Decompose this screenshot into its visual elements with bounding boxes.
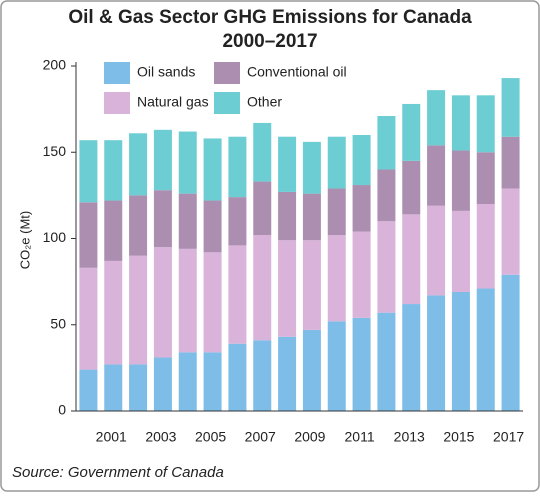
x-tick-label: 2005 [195,429,226,445]
bar-segment [476,288,495,411]
bar-segment [253,340,272,411]
x-tick-label: 2017 [493,429,524,445]
bar-segment [278,336,297,411]
x-tick-label: 2003 [145,429,176,445]
bar-segment [104,260,123,365]
chart-subtitle: 2000–2017 [222,31,317,52]
bar-segment [451,291,470,411]
bar-segment [476,204,495,289]
bar-segment [327,321,346,411]
bar-segment [302,329,321,411]
bar-segment [278,191,297,241]
bar-segment [203,352,222,411]
legend-label: Oil sands [137,64,195,80]
legend-label: Conventional oil [247,64,347,80]
y-tick-label: 150 [43,143,67,159]
bar-segment [377,116,396,170]
bar-segment [352,317,371,411]
bar-segment [79,369,98,411]
bar-segment [352,135,371,186]
bar-segment [501,78,520,137]
y-tick-label: 50 [50,315,66,331]
bar-segment [476,95,495,153]
legend-swatch [214,62,240,84]
bar-segment [427,295,446,411]
bar-segment [451,150,470,211]
legend-label: Natural gas [137,94,209,110]
chart-title: Oil & Gas Sector GHG Emissions for Canad… [68,7,472,28]
bar-segment [402,160,421,215]
y-tick-label: 0 [58,402,66,418]
bar-segment [203,252,222,353]
bar-segment [451,95,470,151]
bar-segment [501,274,520,411]
bar-segment [302,193,321,241]
x-tick-label: 2011 [345,429,375,445]
bar-segment [402,304,421,411]
bar-segment [352,231,371,318]
bar-segment [129,133,148,196]
bar-segment [302,141,321,194]
bar-segment [79,140,98,203]
x-tick-label: 2009 [294,429,325,445]
bar-segment [178,352,197,411]
legend-swatch [214,92,240,114]
bar-segment [352,185,371,232]
bar-segment [253,122,272,182]
bar-segment [104,140,123,201]
bar-segment [178,131,197,194]
bar-segment [302,240,321,330]
bar-segment [427,90,446,146]
bar-segment [228,245,247,344]
source: Source: Government of Canada [12,464,224,481]
bar-segment [476,152,495,204]
bar-segment [203,200,222,253]
y-tick-label: 100 [43,229,67,245]
legend-swatch [104,92,130,114]
legend-swatch [104,62,130,84]
bar-segment [278,240,297,337]
bar-segment [501,136,520,189]
bar-segment [153,357,172,411]
bar-segment [228,343,247,411]
bar-segment [153,247,172,358]
legend-label: Other [247,94,282,110]
bar-segment [79,267,98,370]
bar-segment [402,214,421,305]
bar-segment [129,364,148,411]
bar-segment [104,364,123,411]
bar-segment [203,138,222,201]
x-tick-label: 2007 [245,429,276,445]
bar-segment [402,103,421,161]
bar-segment [253,181,272,236]
bar-segment [501,188,520,275]
bar-segment [327,235,346,322]
bar-segment [228,197,247,246]
y-axis-label: CO₂e (Mt) [17,211,32,270]
bar-segment [129,255,148,365]
bar-segment [178,193,197,249]
bar-segment [327,188,346,236]
bar-segment [451,210,470,292]
bar-segment [153,129,172,191]
bar-segment [153,190,172,248]
bar-segment [327,136,346,189]
x-tick-label: 2001 [96,429,127,445]
bar-segment [377,169,396,222]
bar-segment [278,136,297,192]
x-tick-label: 2015 [443,429,474,445]
bar-segment [427,145,446,206]
bar-segment [377,312,396,411]
x-tick-label: 2013 [394,429,425,445]
bar-segment [129,195,148,256]
bar-segment [79,202,98,268]
bar-segment [377,221,396,313]
bar-segment [104,200,123,261]
bar-segment [178,248,197,353]
bar-segment [427,205,446,296]
bar-segment [228,136,247,198]
y-tick-label: 200 [43,57,67,73]
bar-segment [253,235,272,341]
